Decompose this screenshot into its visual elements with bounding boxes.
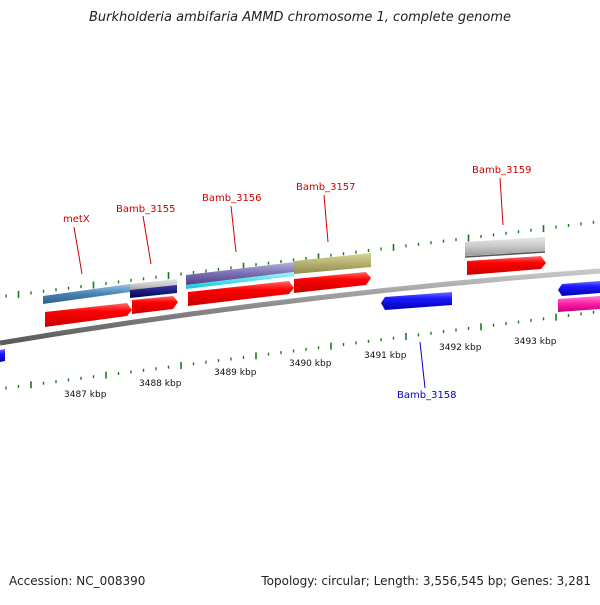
edge-blue-cds-left[interactable]	[0, 349, 5, 362]
tick-rows	[5, 220, 595, 390]
genome-summary-text: Topology: circular; Length: 3,556,545 bp…	[261, 574, 591, 588]
gene-labels: metX Bamb_3155 Bamb_3156 Bamb_3157 Bamb_…	[63, 165, 532, 401]
feature-track-upper	[43, 237, 546, 304]
gene-label-bamb-3159[interactable]: Bamb_3159	[472, 165, 532, 176]
gene-label-bamb-3155[interactable]: Bamb_3155	[116, 204, 176, 215]
tick-label-3490: 3490 kbp	[289, 359, 332, 369]
bamb-3156-feature-bar-purple[interactable]	[186, 262, 294, 285]
bamb-3158-cds-arrow[interactable]	[381, 292, 452, 310]
bamb-3155-cds-arrow[interactable]	[132, 296, 178, 314]
gene-label-bamb-3157[interactable]: Bamb_3157	[296, 182, 356, 193]
metx-cds-arrow[interactable]	[45, 303, 132, 327]
bamb-3159-feature-bar[interactable]	[465, 237, 545, 256]
bamb-3155-feature-bar-navy[interactable]	[130, 285, 177, 298]
map-title: Burkholderia ambifaria AMMD chromosome 1…	[88, 10, 512, 25]
cds-forward-track	[45, 256, 600, 327]
metx-feature-bar[interactable]	[43, 284, 130, 304]
gene-label-bamb-3156[interactable]: Bamb_3156	[202, 193, 262, 204]
gene-label-pointers	[73, 177, 504, 389]
chromosome-backbone	[0, 268, 600, 346]
tick-label-3489: 3489 kbp	[214, 368, 257, 378]
bamb-3159-cds-arrow[interactable]	[467, 256, 546, 275]
tick-label-3492: 3492 kbp	[439, 343, 482, 353]
tick-label-3493: 3493 kbp	[514, 337, 557, 347]
bamb-3155-feature-bar-gray[interactable]	[130, 279, 177, 291]
edge-magenta-feature[interactable]	[558, 296, 600, 312]
accession-text: Accession: NC_008390	[9, 574, 146, 588]
tick-label-3487: 3487 kbp	[64, 390, 107, 400]
tick-labels: 3487 kbp 3488 kbp 3489 kbp 3490 kbp 3491…	[64, 337, 557, 400]
tick-label-3488: 3488 kbp	[139, 379, 182, 389]
gene-label-bamb-3158[interactable]: Bamb_3158	[397, 390, 457, 401]
bamb-3157-cds-arrow[interactable]	[294, 272, 371, 293]
edge-blue-cds-right[interactable]	[558, 281, 600, 296]
gene-label-metx[interactable]: metX	[63, 214, 90, 225]
bamb-3156-cds-arrow[interactable]	[188, 281, 294, 306]
cds-reverse-track	[0, 281, 600, 362]
bamb-3156-feature-bar-cyan[interactable]	[186, 272, 294, 289]
bamb-3157-feature-bar[interactable]	[294, 253, 371, 274]
tick-label-3491: 3491 kbp	[364, 351, 407, 361]
